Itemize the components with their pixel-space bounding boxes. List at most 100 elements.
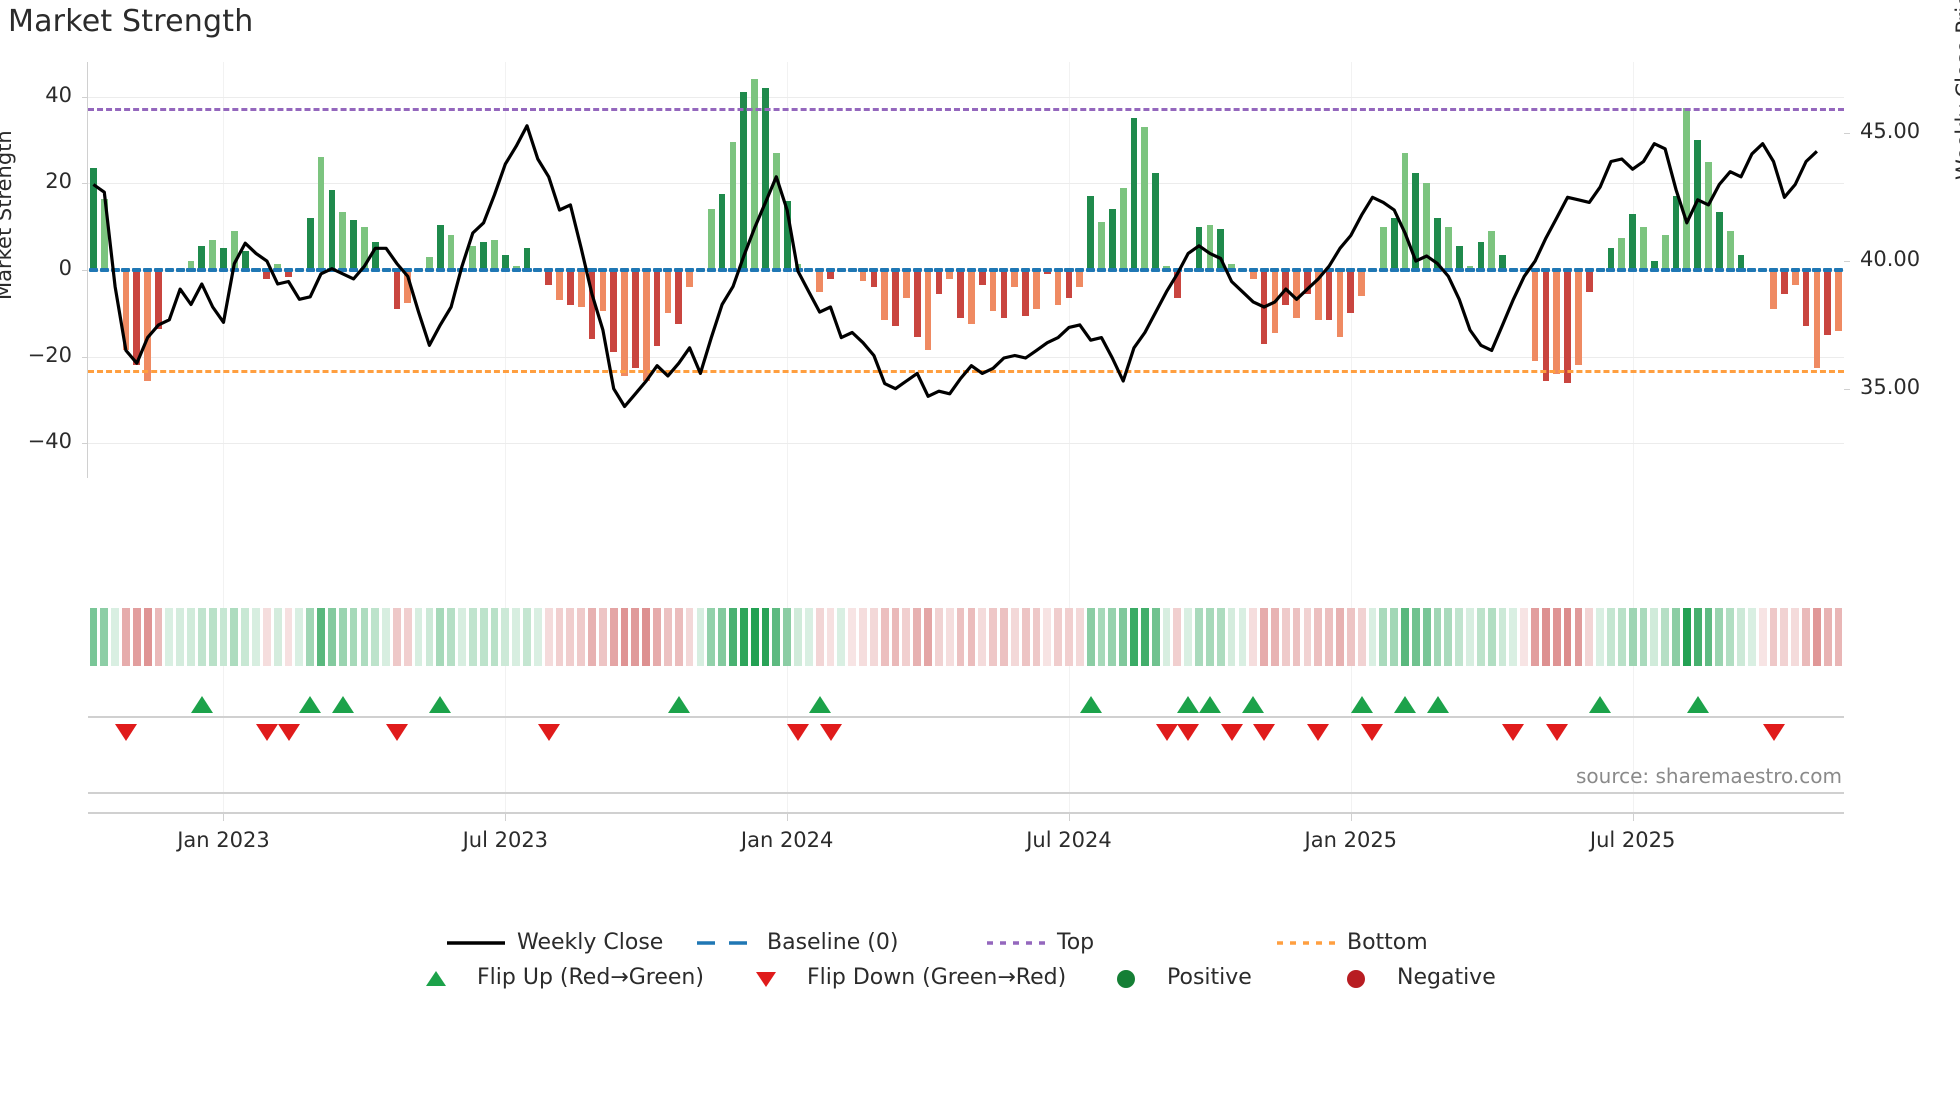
legend-item-bottom[interactable]: Bottom xyxy=(1275,930,1515,955)
heatmap-cell xyxy=(1596,608,1604,666)
legend-item-positive[interactable]: Positive xyxy=(1095,965,1325,990)
strength-bar xyxy=(198,246,206,270)
flip-up-marker xyxy=(1686,696,1709,713)
baseline-segment xyxy=(88,268,98,272)
baseline-segment xyxy=(641,268,651,272)
heatmap-cell xyxy=(729,608,737,666)
heatmap-cell xyxy=(620,608,629,666)
strength-bar xyxy=(903,270,910,299)
heatmap-cell xyxy=(837,608,846,666)
strength-bar xyxy=(1618,237,1626,270)
heatmap-cell xyxy=(273,608,282,666)
baseline-segment xyxy=(1432,268,1443,272)
strength-bar xyxy=(545,270,553,286)
baseline-segment xyxy=(403,268,413,272)
flip-down-marker xyxy=(277,724,300,741)
baseline-segment xyxy=(1454,268,1464,272)
legend-label: Negative xyxy=(1397,965,1496,990)
weekly-close-line xyxy=(92,124,1818,409)
heatmap-cell xyxy=(1726,608,1735,666)
heatmap-cell xyxy=(945,608,954,666)
strength-bar xyxy=(1585,270,1593,292)
strength-bar xyxy=(881,270,889,320)
strength-bar xyxy=(350,220,357,270)
baseline-segment xyxy=(489,268,500,272)
baseline-segment xyxy=(1194,268,1204,272)
legend-item-baseline-0[interactable]: Baseline (0) xyxy=(695,930,985,955)
legend-item-negative[interactable]: Negative xyxy=(1325,965,1555,990)
strength-bar xyxy=(1217,228,1225,270)
baseline-segment xyxy=(771,268,781,272)
heatmap-cell xyxy=(653,608,661,666)
legend-item-flip-up-red-green[interactable]: Flip Up (Red→Green) xyxy=(405,965,735,990)
heatmap-cell xyxy=(490,608,499,666)
heatmap-cell xyxy=(1661,608,1670,666)
x-grid-guide xyxy=(1068,62,1070,812)
strength-bar xyxy=(263,270,271,279)
heatmap-cell xyxy=(577,608,586,666)
heatmap-cell xyxy=(1162,608,1171,666)
heatmap-cell xyxy=(89,608,98,666)
strength-bar xyxy=(1163,265,1170,270)
heatmap-cell xyxy=(1151,608,1160,666)
heatmap-cell xyxy=(1303,608,1312,666)
heatmap-cell xyxy=(154,608,163,666)
strength-bar xyxy=(285,270,292,277)
baseline-segment xyxy=(1693,268,1703,272)
legend-item-flip-down-green-red[interactable]: Flip Down (Green→Red) xyxy=(735,965,1095,990)
baseline-segment xyxy=(1324,268,1334,272)
flip-up-marker xyxy=(1242,696,1265,713)
baseline-segment xyxy=(533,268,543,272)
heatmap-cell xyxy=(1249,608,1258,666)
baseline-segment xyxy=(1617,268,1627,272)
strength-bar xyxy=(599,270,607,312)
baseline-segment xyxy=(609,268,619,272)
main-plot-area xyxy=(87,62,1844,478)
strength-bar xyxy=(968,270,975,325)
baseline-segment xyxy=(1552,268,1562,272)
flip-up-marker xyxy=(1589,696,1612,713)
heatmap-cell xyxy=(1552,608,1561,666)
heatmap-cell xyxy=(100,608,109,666)
heatmap-cell xyxy=(1520,608,1529,666)
strength-bar xyxy=(1650,261,1658,270)
strength-bar xyxy=(783,200,791,270)
heatmap-cell xyxy=(566,608,575,666)
strength-bar xyxy=(762,88,769,270)
legend-item-top[interactable]: Top xyxy=(985,930,1275,955)
baseline-segment xyxy=(294,268,304,272)
heatmap-cell xyxy=(989,608,997,666)
baseline-segment xyxy=(1758,268,1768,272)
baseline-segment xyxy=(1096,268,1107,272)
heatmap-cell xyxy=(468,608,477,666)
baseline-segment xyxy=(392,268,402,272)
strength-bar xyxy=(1174,270,1181,299)
y-tick-label-left: −20 xyxy=(27,342,72,367)
baseline-segment xyxy=(1367,268,1378,272)
flip-down-marker xyxy=(1545,724,1568,741)
strength-bar xyxy=(1477,241,1485,270)
strength-bar xyxy=(610,270,618,353)
strength-bar xyxy=(1228,263,1235,270)
legend-item-weekly-close[interactable]: Weekly Close xyxy=(445,930,695,955)
baseline-segment xyxy=(1736,268,1746,272)
heatmap-cell xyxy=(685,608,694,666)
baseline-segment xyxy=(1682,268,1692,272)
y-axis-spine xyxy=(87,62,88,478)
strength-bar xyxy=(1401,153,1409,270)
strength-bar xyxy=(1423,183,1431,270)
y-axis-label-right: Weekly Close Price xyxy=(1952,0,1960,180)
baseline-segment xyxy=(164,268,174,272)
legend-dotted-icon xyxy=(1277,940,1335,945)
x-grid-guide xyxy=(1632,62,1634,812)
strength-bar xyxy=(1347,270,1355,314)
strength-bar xyxy=(371,241,379,270)
baseline-segment xyxy=(1563,268,1573,272)
heatmap-cell xyxy=(555,608,564,666)
heatmap-cell xyxy=(1509,608,1518,666)
baseline-segment xyxy=(359,268,369,272)
heatmap-cell xyxy=(1639,608,1648,666)
strength-bar xyxy=(404,270,412,303)
baseline-segment xyxy=(1768,268,1779,272)
heatmap-cell xyxy=(1563,608,1572,666)
